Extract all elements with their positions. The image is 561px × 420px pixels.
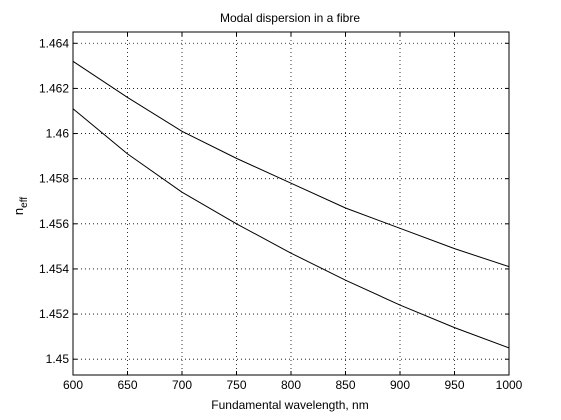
series-line-1 (72, 60, 510, 268)
x-tick-label: 1000 (496, 378, 523, 392)
chart-title: Modal dispersion in a fibre (220, 11, 360, 25)
x-axis-label: Fundamental wavelength, nm (211, 398, 368, 412)
x-tick-label: 800 (281, 378, 301, 392)
grid-lines (73, 32, 509, 375)
axis-ticks: 600 650 700 750 800 850 900 950 1000 1.45 1.452 1.4… (39, 32, 523, 392)
y-tick-label: 1.454 (39, 262, 69, 276)
x-tick-label: 950 (444, 378, 464, 392)
y-tick-label: 1.464 (39, 36, 69, 50)
x-tick-label: 750 (226, 378, 246, 392)
x-tick-label: 650 (117, 378, 137, 392)
y-axis-label-main: n (11, 208, 26, 215)
x-tick-label: 600 (63, 378, 83, 392)
series-line-2 (72, 108, 510, 349)
y-tick-label: 1.452 (39, 307, 69, 321)
y-tick-label: 1.46 (46, 127, 70, 141)
y-tick-label: 1.458 (39, 172, 69, 186)
y-axis-label: neff (11, 197, 30, 215)
x-tick-label: 850 (335, 378, 355, 392)
y-tick-label: 1.462 (39, 81, 69, 95)
x-tick-label: 900 (390, 378, 410, 392)
y-axis-label-subscript: eff (19, 197, 30, 208)
series-layer (72, 60, 510, 349)
y-tick-label: 1.45 (46, 352, 70, 366)
x-tick-label: 700 (172, 378, 192, 392)
y-tick-label: 1.456 (39, 217, 69, 231)
